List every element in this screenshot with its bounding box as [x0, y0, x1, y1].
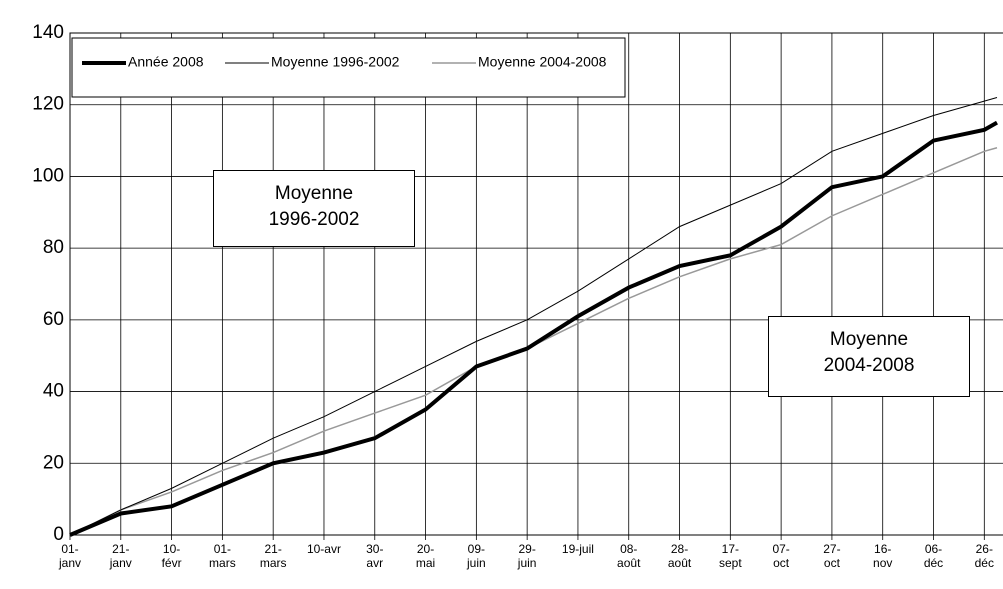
y-tick-label: 40: [43, 381, 64, 402]
x-tick-label: 17- sept: [718, 542, 742, 570]
x-tick-label: 10- févr: [161, 542, 182, 570]
x-tick-label: 07- oct: [772, 542, 790, 570]
x-tick-label: 01- mars: [209, 542, 236, 570]
series-line: [69, 120, 998, 537]
x-tick-label: 21- mars: [259, 542, 287, 570]
annotation: Moyenne 2004-2008: [768, 316, 970, 397]
x-tick-label: 26- déc: [974, 542, 994, 570]
x-tick-label: 27- oct: [823, 542, 841, 570]
y-tick-label: 20: [43, 452, 64, 473]
y-tick-label: 100: [32, 165, 64, 186]
x-tick-label: 30- avr: [366, 542, 384, 570]
plot-area: [69, 32, 1003, 536]
x-tick-label: 20- mai: [415, 542, 436, 570]
x-tick-label: 21- janv: [109, 542, 132, 570]
x-tick-label: 08- août: [617, 542, 641, 570]
legend: [71, 37, 626, 98]
x-tick-label: 06- déc: [923, 542, 944, 570]
legend-label: Moyenne 2004-2008: [478, 54, 607, 70]
x-tick-label: 16- nov: [873, 542, 893, 570]
y-tick-label: 140: [32, 22, 64, 43]
x-tick-label: 29- juin: [517, 542, 537, 570]
legend-label: Moyenne 1996-2002: [271, 54, 400, 70]
x-tick-label: 28- août: [667, 542, 692, 570]
series-line: [69, 147, 998, 536]
y-tick-label: 120: [32, 94, 64, 115]
y-tick-label: 80: [43, 237, 64, 258]
x-tick-label: 09- juin: [467, 542, 486, 570]
x-tick-label: 10-avr: [306, 542, 341, 556]
y-tick-label: 60: [43, 309, 64, 330]
annotation: Moyenne 1996-2002: [213, 170, 415, 247]
legend-label: Année 2008: [128, 54, 204, 70]
y-tick-label: 0: [53, 524, 64, 545]
x-tick-label: 19-juil: [561, 542, 594, 556]
series-line: [69, 97, 998, 536]
x-tick-label: 01- janv: [58, 542, 81, 570]
